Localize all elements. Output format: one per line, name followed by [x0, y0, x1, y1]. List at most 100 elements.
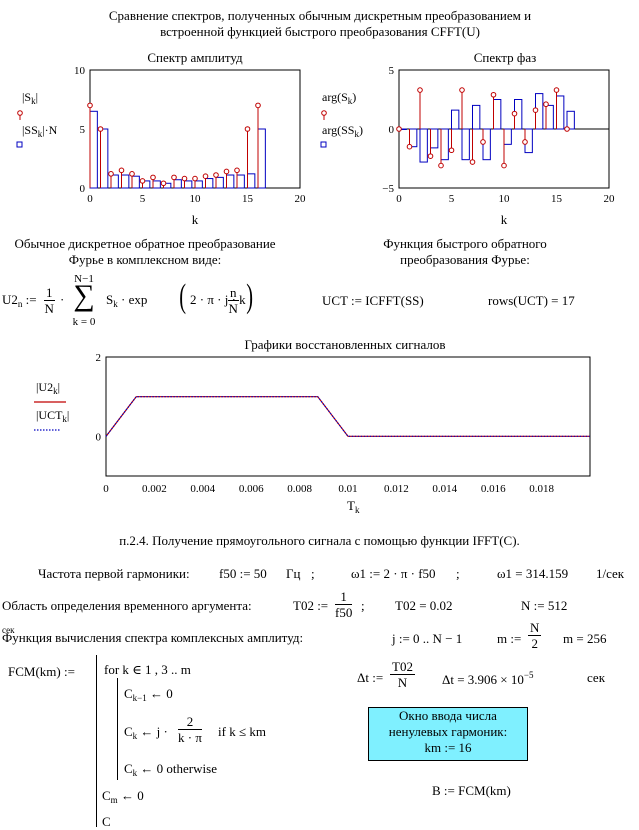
signal-series-2 — [105, 396, 590, 437]
amp-red-point — [108, 171, 114, 177]
amp-red-point — [234, 167, 240, 174]
phase-x-tick: 5 — [449, 193, 455, 205]
phase-red-point — [417, 87, 423, 93]
dt-lhs: Δt := — [357, 670, 384, 685]
phase-x-tick: 10 — [499, 193, 511, 205]
program-for: for k ∈ 1 , 3 .. m — [104, 662, 191, 677]
phase-red-point — [522, 139, 528, 145]
omega-def: ω1 := 2 · π · f50 — [351, 566, 436, 581]
amp-red-point — [202, 173, 209, 179]
inverse-left-title-2: Фурье в комплексном виде: — [68, 252, 222, 267]
inverse-left-title-1: Обычное дискретное обратное преобразован… — [14, 236, 276, 251]
amp-red-point — [223, 168, 230, 175]
signal-legend-1: |U2k| — [36, 380, 60, 396]
program-bar-outer — [96, 655, 97, 827]
domain-label: Область определения временного аргумента… — [2, 598, 252, 613]
amp-red-point — [129, 171, 135, 177]
phase-red-point — [459, 87, 465, 93]
exp-inner: 2 · π · j · k · — [190, 292, 254, 307]
amp-red-point — [171, 174, 177, 181]
amp-red-point — [192, 175, 198, 182]
program-if: if k ≤ km — [218, 724, 266, 739]
header-line-2: встроенной функцией быстрого преобразова… — [160, 24, 480, 39]
t02-frac: 1 f50 — [335, 589, 353, 620]
dt-frac: T02 N — [390, 659, 415, 690]
signal-chart: 2 0 0 0.002 0.004 0.006 0.008 0.01 0.012 0.014 0.0… — [34, 352, 591, 495]
fcm-lhs: FCM(km) := — [8, 664, 75, 679]
amp-red-point — [255, 102, 261, 109]
phase-blue-bar — [419, 128, 428, 163]
b-def: B := FCM(km) — [432, 783, 511, 798]
inverse-right-title-2: преобразования Фурье: — [400, 252, 530, 267]
phase-red-point — [438, 162, 444, 169]
signal-legend-2: |UCTk| — [36, 408, 70, 424]
program-line-ck1: Ck−1 ← 0 — [124, 686, 173, 703]
amp-red-point — [244, 126, 251, 132]
signal-x-tick: 0.012 — [384, 483, 409, 495]
signal-y-tick: 0 — [96, 431, 102, 443]
freq-label: Частота первой гармоники: — [38, 566, 190, 581]
phase-x-tick: 15 — [551, 193, 563, 205]
input-box-line-2: ненулевых гармоник: — [388, 724, 508, 739]
phase-blue-bar — [461, 128, 470, 161]
phase-red-point — [396, 126, 402, 132]
amp-legend-1: |Sk| — [22, 90, 38, 106]
phase-red-point — [490, 91, 497, 98]
signal-series-1 — [105, 396, 590, 437]
phase-x-tick: 0 — [396, 193, 402, 205]
signal-frame — [105, 356, 591, 477]
phase-x-tick: 20 — [604, 193, 616, 205]
phase-red-point — [480, 139, 486, 145]
amp-red-point — [139, 178, 146, 184]
harmonics-input-box[interactable]: Окно ввода числа ненулевых гармоник: km … — [368, 707, 528, 761]
uct-def: UCT := ICFFT(SS) — [322, 293, 424, 308]
amp-red-point — [87, 102, 93, 109]
f50-unit: Гц — [286, 566, 301, 581]
phase-red-point — [469, 159, 476, 165]
n-def: N := 512 — [521, 598, 568, 613]
phase-legend-2: arg(SSk) — [322, 123, 363, 139]
input-box-line-1: Окно ввода числа — [399, 708, 497, 723]
amp-chart-title: Спектр амплитуд — [147, 50, 243, 65]
u2-lhs: U2n := — [2, 292, 37, 309]
phase-red-point — [553, 87, 560, 93]
phase-red-point — [543, 101, 549, 108]
section-title: п.2.4. Получение прямоугольного сигнала … — [119, 533, 520, 548]
phase-legend-1: arg(Sk) — [322, 90, 357, 106]
amp-y-tick: 0 — [80, 183, 86, 195]
phase-blue-bar — [566, 110, 575, 130]
overlay-text: сек — [2, 625, 15, 635]
m-lhs: m := — [497, 631, 522, 646]
signal-x-tick: 0.01 — [338, 483, 357, 495]
amp-legend-2: |SSk|·N — [22, 123, 58, 139]
program-line-cm: Cm ← 0 — [102, 788, 144, 805]
j-def: j := 0 .. N − 1 — [392, 631, 463, 646]
phase-red-point — [511, 110, 518, 117]
phase-legend-red-point — [321, 110, 327, 116]
amp-x-tick: 10 — [190, 193, 202, 205]
omega-value: ω1 = 314.159 — [497, 566, 569, 581]
sum-top: N−1 — [74, 273, 94, 285]
phase-y-tick: 0 — [389, 124, 395, 136]
phase-red-point — [501, 162, 507, 169]
t02-lhs: T02 := — [293, 598, 329, 613]
program-line-ck2: Ck ← j · — [124, 724, 168, 741]
signal-x-tick: 0.008 — [287, 483, 312, 495]
amp-red-point — [150, 174, 156, 181]
dt-unit: сек — [587, 670, 606, 685]
amp-x-tick: 15 — [242, 193, 254, 205]
amp-legend-red-point — [17, 110, 23, 116]
phase-red-point — [532, 107, 539, 113]
phase-red-point — [406, 143, 413, 150]
program-line-c: C — [102, 814, 111, 829]
program-bar-inner — [117, 678, 118, 780]
km-input[interactable]: km := 16 — [424, 740, 472, 755]
phase-legend-blue-marker — [320, 141, 327, 148]
rows-result: rows(UCT) = 17 — [488, 293, 575, 308]
amp-legend-blue-marker — [16, 141, 23, 148]
